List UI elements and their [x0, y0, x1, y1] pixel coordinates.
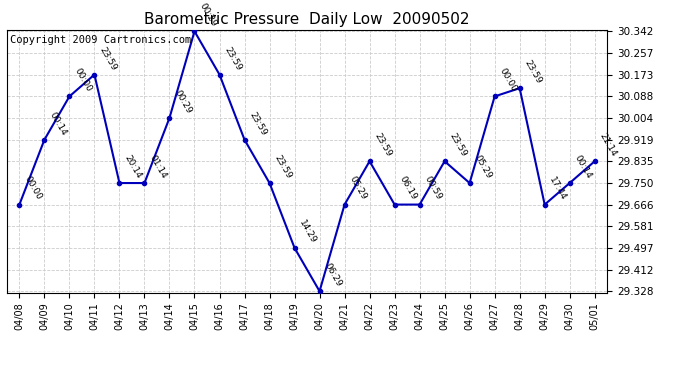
Text: 23:59: 23:59 [273, 153, 293, 180]
Text: 01:14: 01:14 [147, 153, 168, 180]
Text: 21:14: 21:14 [598, 132, 618, 159]
Text: 00:14: 00:14 [47, 110, 68, 137]
Text: 14:29: 14:29 [297, 218, 318, 245]
Text: 00:14: 00:14 [573, 153, 593, 180]
Text: 20:14: 20:14 [122, 154, 143, 180]
Text: Copyright 2009 Cartronics.com: Copyright 2009 Cartronics.com [10, 35, 191, 45]
Text: 23:59: 23:59 [247, 110, 268, 137]
Text: 23:59: 23:59 [97, 45, 118, 72]
Text: 23:59: 23:59 [522, 58, 543, 86]
Text: 00:00: 00:00 [72, 67, 93, 94]
Text: 17:44: 17:44 [547, 175, 568, 202]
Text: 23:59: 23:59 [447, 132, 468, 159]
Text: 00:00: 00:00 [497, 67, 518, 94]
Text: 06:19: 06:19 [397, 175, 418, 202]
Text: 06:29: 06:29 [322, 262, 343, 288]
Text: 00:29: 00:29 [197, 2, 218, 28]
Text: 00:29: 00:29 [172, 88, 193, 115]
Text: 23:59: 23:59 [222, 45, 243, 72]
Text: 00:59: 00:59 [422, 175, 443, 202]
Title: Barometric Pressure  Daily Low  20090502: Barometric Pressure Daily Low 20090502 [144, 12, 470, 27]
Text: 05:29: 05:29 [473, 153, 493, 180]
Text: 05:29: 05:29 [347, 175, 368, 202]
Text: 00:00: 00:00 [22, 175, 43, 202]
Text: 23:59: 23:59 [373, 132, 393, 159]
